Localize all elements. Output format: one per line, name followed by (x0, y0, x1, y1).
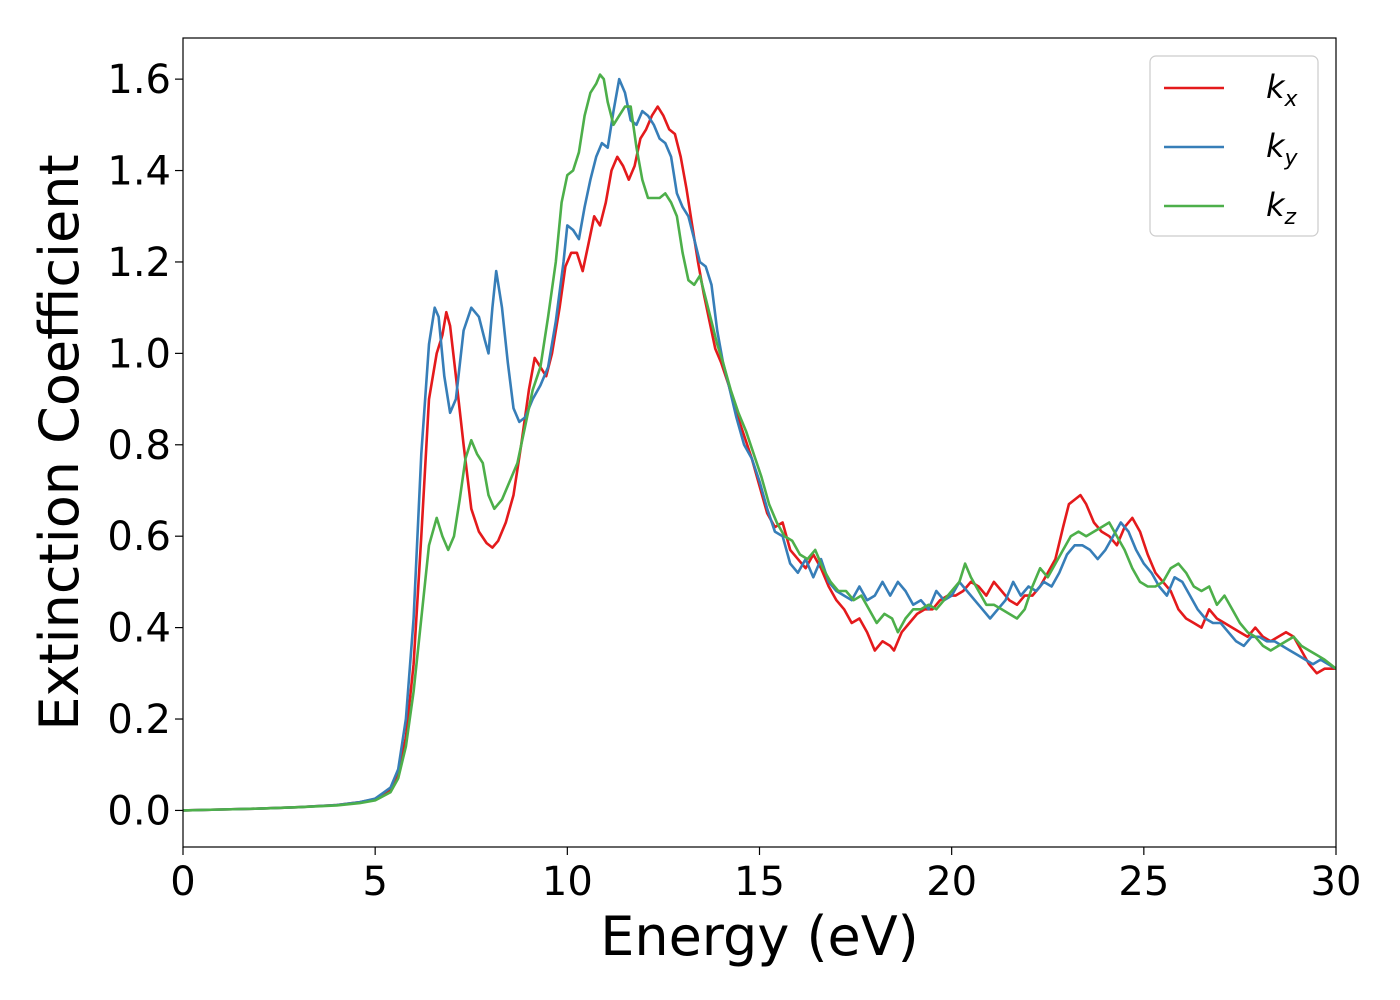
x-tick-label: 10 (542, 859, 593, 905)
y-tick-label: 0.8 (107, 423, 171, 469)
plot-area (183, 73, 1336, 812)
legend-label-kx: kx (1266, 68, 1299, 112)
x-axis-title: Energy (eV) (600, 905, 919, 968)
y-tick-label: 1.0 (107, 331, 171, 377)
legend-label-ky: ky (1266, 127, 1299, 171)
x-tick-label: 15 (734, 859, 785, 905)
y-axis-title: Extinction Coefficient (28, 154, 91, 730)
y-tick-label: 1.6 (107, 57, 171, 103)
legend-label-kz: kz (1266, 186, 1297, 230)
y-tick-label: 0.2 (107, 697, 171, 743)
series-line-ky (183, 77, 1336, 812)
y-tick-label: 0.4 (107, 606, 171, 652)
y-tick-label: 1.4 (107, 149, 171, 195)
y-tick-label: 1.2 (107, 240, 171, 286)
x-tick-label: 30 (1311, 859, 1362, 905)
x-tick-label: 5 (362, 859, 387, 905)
x-tick-label: 25 (1118, 859, 1169, 905)
x-tick-label: 20 (926, 859, 977, 905)
x-axis: 0 5 10 15 20 25 30 (170, 847, 1361, 905)
series-line-kz (183, 73, 1336, 812)
y-axis: 0.0 0.2 0.4 0.6 0.8 1.0 1.2 1.4 1.6 (107, 57, 183, 834)
y-tick-label: 0.6 (107, 514, 171, 560)
y-tick-label: 0.0 (107, 788, 171, 834)
legend-box (1149, 55, 1319, 237)
x-tick-label: 0 (170, 859, 195, 905)
legend: kx ky kz (1149, 55, 1319, 237)
